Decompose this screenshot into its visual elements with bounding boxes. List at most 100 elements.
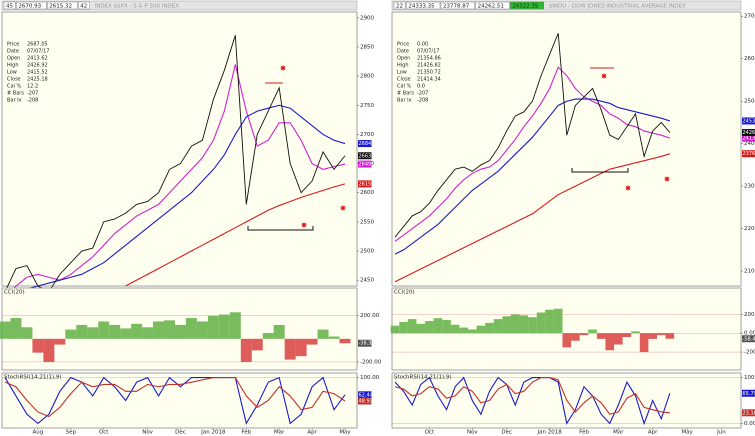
support-line — [247, 226, 314, 231]
cci-bar — [665, 333, 675, 339]
cci-bar — [485, 322, 494, 334]
cci-bar — [153, 321, 165, 339]
asterisk — [340, 205, 346, 211]
cci-bar — [416, 323, 426, 334]
cci-bar — [10, 318, 22, 339]
y-tick-label: 2450 — [360, 278, 374, 284]
info-label: Date — [397, 49, 409, 55]
y-tick-label: 2700 — [360, 132, 374, 138]
value-tag — [358, 391, 372, 399]
cci-bar — [229, 312, 241, 339]
cci-bar — [459, 327, 469, 334]
cci-bar — [450, 324, 460, 334]
cci-bar — [262, 333, 274, 339]
info-label: Date — [7, 49, 19, 55]
value-tag — [358, 397, 372, 405]
panel-title: CCI(20) — [394, 290, 415, 296]
panel — [1, 11, 358, 287]
header-box — [393, 1, 406, 10]
cci-bar — [536, 312, 546, 334]
series-line — [394, 153, 671, 283]
asterisk — [280, 65, 286, 71]
cci-bar — [76, 324, 88, 339]
value-tag-label: -58.49 — [743, 336, 755, 342]
cci-bar — [433, 318, 443, 334]
cci-bar — [142, 327, 154, 339]
cci-bar — [605, 333, 615, 351]
cci-bar — [476, 325, 486, 334]
header-value: 2615.32 — [49, 3, 72, 9]
info-value: 07/07/17 — [27, 49, 49, 55]
series-line — [394, 66, 671, 242]
cci-bar — [545, 309, 554, 334]
value-tag — [358, 160, 372, 168]
x-tick-label: Sep — [66, 430, 77, 436]
cci-bar — [65, 329, 77, 339]
y-tick-label: 100.00 — [744, 375, 755, 381]
info-label: High — [397, 63, 409, 69]
y-tick-label: 25000 — [744, 99, 755, 105]
cci-bar — [339, 338, 351, 344]
cci-bar — [502, 316, 511, 334]
cci-bar — [317, 329, 329, 339]
value-tag-label: -38.36 — [359, 341, 375, 347]
value-tag — [358, 152, 372, 160]
cci-bar — [588, 329, 597, 334]
cci-bar — [131, 323, 143, 339]
panel — [1, 372, 358, 429]
info-value: 2426.92 — [27, 63, 48, 69]
cci-bar — [196, 321, 208, 339]
cci-bar — [240, 338, 252, 362]
header-value: 2670.93 — [18, 3, 41, 9]
header-bar — [1, 0, 358, 11]
x-tick-label: May — [681, 430, 693, 436]
header-box — [77, 1, 90, 10]
x-tick-label: Mar — [274, 430, 285, 436]
cci-bar — [306, 338, 318, 345]
series-line — [4, 104, 346, 302]
cci-bar — [54, 338, 66, 345]
info-label: Open — [7, 56, 20, 62]
value-tag-label: 48.93 — [359, 398, 373, 404]
value-tag-label: 24262.51 — [743, 130, 755, 136]
y-tick-label: 2900 — [360, 15, 374, 21]
cci-bar — [218, 314, 230, 339]
y-tick-label: 26000 — [744, 56, 755, 62]
value-tag-label: 23.16 — [743, 410, 755, 416]
x-tick-label: Oct — [425, 430, 435, 436]
cci-bar — [622, 333, 632, 338]
cci-bar — [407, 319, 417, 334]
y-tick-label: 2600 — [360, 190, 374, 196]
value-tag-label: 62.44 — [359, 392, 373, 398]
info-value: 21354.86 — [417, 56, 441, 62]
info-label: Price — [7, 42, 19, 48]
cci-bar — [571, 333, 580, 341]
cci-bar — [43, 338, 55, 362]
value-tag — [742, 335, 755, 343]
y-tick-label: 100.00 — [360, 375, 380, 381]
cci-bar — [510, 314, 520, 334]
series-line — [4, 376, 346, 425]
header-box — [475, 1, 510, 10]
header-box — [406, 1, 441, 10]
y-tick-label: 200.00 — [744, 312, 755, 318]
cci-bar — [399, 321, 408, 334]
cci-bar — [164, 320, 175, 339]
info-label: Low — [397, 70, 407, 76]
header-value: 24322.35 — [512, 3, 539, 9]
cci-bar — [175, 324, 186, 339]
x-tick-label: Nov — [142, 430, 153, 436]
value-tag-label: 2615.18 — [359, 181, 380, 187]
value-tag-label: 65.79 — [743, 391, 755, 397]
info-label: High — [7, 63, 19, 69]
cci-bar — [251, 338, 263, 351]
cci-bar — [32, 338, 44, 353]
y-tick-label: -200.00 — [360, 359, 382, 365]
asterisk — [664, 176, 670, 182]
info-label: Cal % — [7, 84, 22, 90]
cci-bar — [120, 328, 132, 339]
y-tick-label: -200.00 — [744, 350, 755, 356]
x-tick-label: Mar — [613, 430, 624, 436]
info-value: 12.2 — [27, 84, 38, 90]
